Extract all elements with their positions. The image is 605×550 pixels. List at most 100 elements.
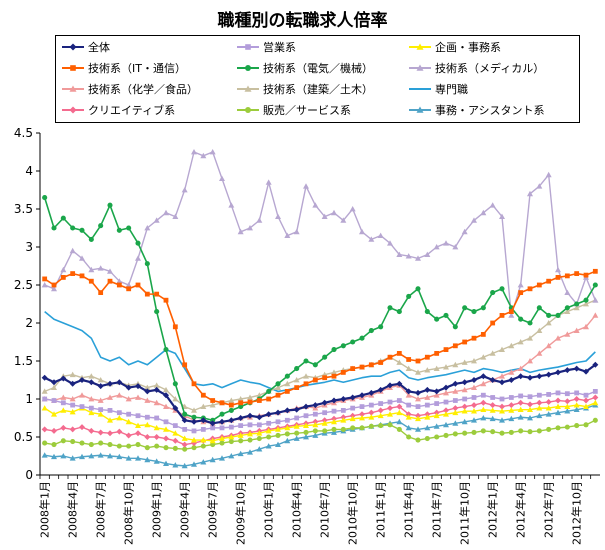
data-point bbox=[219, 425, 225, 431]
data-point bbox=[60, 215, 66, 221]
data-point bbox=[79, 377, 85, 383]
data-point bbox=[583, 392, 589, 398]
data-point bbox=[471, 429, 477, 435]
data-point bbox=[107, 278, 113, 284]
x-tick-label: 2008年1月 bbox=[38, 481, 52, 538]
data-point bbox=[116, 278, 123, 284]
data-point bbox=[98, 440, 104, 446]
data-point bbox=[471, 335, 477, 341]
data-point bbox=[368, 414, 375, 420]
data-point bbox=[573, 304, 580, 311]
legend-label: 全体 bbox=[88, 41, 110, 54]
data-point bbox=[41, 452, 48, 458]
legend-item: 営業系 bbox=[236, 39, 296, 55]
data-point bbox=[219, 400, 225, 406]
data-point bbox=[209, 456, 216, 463]
data-point bbox=[546, 312, 552, 318]
data-point bbox=[125, 455, 132, 461]
data-point bbox=[424, 411, 431, 418]
data-point bbox=[191, 414, 197, 420]
data-point bbox=[312, 411, 318, 417]
data-point bbox=[527, 190, 533, 197]
series-12 bbox=[41, 402, 599, 469]
data-point bbox=[387, 305, 393, 311]
data-point bbox=[293, 406, 300, 413]
data-point bbox=[135, 282, 141, 288]
data-point bbox=[126, 411, 132, 417]
x-tick-label: 2009年1月 bbox=[150, 481, 164, 538]
data-point bbox=[434, 316, 440, 322]
y-tick-label: 0 bbox=[25, 468, 33, 482]
data-point bbox=[60, 375, 67, 382]
data-point bbox=[237, 228, 244, 235]
data-point bbox=[499, 396, 505, 402]
y-tick-label: 4.5 bbox=[14, 126, 33, 140]
legend-item: 技術系（化学／食品） bbox=[61, 81, 198, 97]
data-point bbox=[97, 265, 104, 271]
data-point bbox=[265, 411, 272, 418]
data-point bbox=[266, 388, 272, 394]
data-point bbox=[359, 228, 365, 235]
data-point bbox=[573, 327, 580, 333]
data-point bbox=[331, 426, 337, 432]
data-point bbox=[144, 291, 150, 297]
data-point bbox=[573, 402, 580, 408]
data-point bbox=[312, 362, 318, 368]
data-point bbox=[284, 389, 290, 394]
legend-marker bbox=[69, 85, 77, 92]
data-point bbox=[210, 442, 216, 448]
data-point bbox=[200, 443, 206, 449]
data-point bbox=[163, 392, 169, 399]
data-point bbox=[555, 312, 561, 318]
data-point bbox=[396, 251, 403, 257]
data-point bbox=[275, 392, 281, 398]
data-point bbox=[172, 462, 179, 468]
data-point bbox=[536, 392, 542, 398]
data-point bbox=[461, 408, 468, 414]
y-tick-label: 1 bbox=[25, 392, 33, 406]
data-point bbox=[163, 209, 169, 216]
data-point bbox=[210, 425, 216, 431]
data-point bbox=[424, 402, 430, 408]
data-point bbox=[583, 301, 589, 307]
data-point bbox=[144, 456, 151, 463]
data-point bbox=[546, 426, 552, 432]
data-point bbox=[452, 343, 458, 349]
data-point bbox=[377, 412, 384, 419]
data-point bbox=[377, 407, 384, 414]
data-point bbox=[490, 290, 496, 296]
data-point bbox=[517, 365, 524, 371]
data-point bbox=[42, 276, 48, 282]
data-point bbox=[480, 332, 486, 337]
x-tick-label: 2009年4月 bbox=[178, 481, 192, 538]
data-point bbox=[144, 445, 150, 451]
data-point bbox=[517, 414, 524, 420]
data-point bbox=[480, 406, 487, 413]
data-point bbox=[135, 422, 141, 428]
data-point bbox=[70, 225, 76, 231]
data-point bbox=[126, 286, 132, 292]
data-point bbox=[433, 244, 440, 250]
data-point bbox=[284, 431, 290, 437]
data-point bbox=[508, 429, 514, 435]
data-point bbox=[461, 379, 468, 386]
data-point bbox=[88, 427, 95, 434]
data-point bbox=[322, 354, 328, 360]
legend-marker bbox=[245, 107, 251, 113]
data-point bbox=[564, 289, 571, 295]
data-point bbox=[471, 217, 477, 223]
data-point bbox=[378, 360, 384, 365]
data-point bbox=[266, 434, 272, 440]
data-point bbox=[331, 209, 337, 216]
data-point bbox=[237, 415, 244, 421]
data-point bbox=[116, 282, 122, 288]
data-point bbox=[573, 396, 580, 402]
x-tick-label: 2010年7月 bbox=[318, 481, 332, 538]
data-point bbox=[256, 217, 263, 223]
data-point bbox=[490, 395, 496, 400]
data-point bbox=[452, 388, 459, 394]
data-point bbox=[415, 286, 421, 292]
x-tick-label: 2010年1月 bbox=[262, 481, 276, 538]
data-point bbox=[499, 313, 505, 318]
data-point bbox=[153, 382, 160, 388]
